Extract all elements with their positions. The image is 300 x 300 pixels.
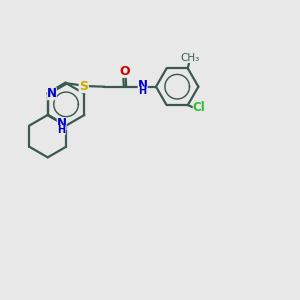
Text: Cl: Cl xyxy=(193,101,206,115)
Text: O: O xyxy=(119,65,130,78)
Text: H: H xyxy=(58,125,66,135)
Text: CH₃: CH₃ xyxy=(181,53,200,63)
Text: N: N xyxy=(138,79,148,92)
Text: N: N xyxy=(57,117,67,130)
Text: S: S xyxy=(79,80,88,93)
Text: H: H xyxy=(139,86,147,96)
Text: N: N xyxy=(47,87,57,100)
